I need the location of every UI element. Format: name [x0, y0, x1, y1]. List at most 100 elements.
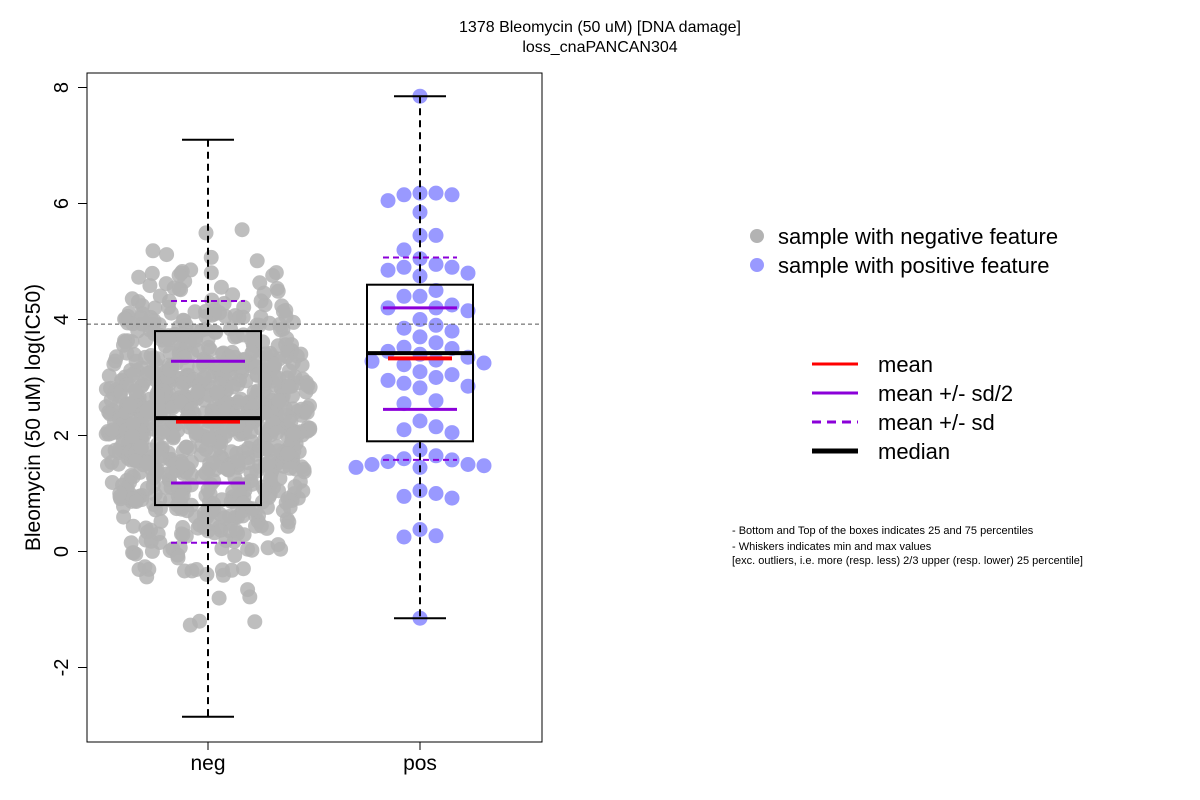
neg-sample-point: [282, 460, 298, 476]
pos-sample-point: [444, 367, 460, 383]
neg-sample-point: [173, 282, 189, 298]
neg-sample-point: [296, 461, 312, 477]
neg-sample-point: [252, 438, 268, 454]
pos-sample-point: [428, 419, 444, 435]
pos-sample-point: [396, 242, 412, 258]
pos-sample-point: [428, 393, 444, 409]
pos-sample-point: [428, 486, 444, 501]
plot-frame: [86, 72, 543, 743]
neg-sample-point: [117, 311, 133, 327]
neg-sample-point: [116, 509, 132, 525]
neg-sample-point: [183, 466, 199, 482]
neg-sample-point: [235, 495, 251, 511]
pos-sample-point: [428, 448, 444, 464]
neg-sample-point: [213, 279, 229, 295]
neg-sample-point: [248, 518, 263, 534]
neg-sample-point: [201, 432, 217, 448]
neg-sample-point: [209, 384, 225, 400]
neg-sample-point: [214, 541, 230, 557]
legend-label: sample with positive feature: [778, 253, 1049, 278]
neg-sample-point: [135, 306, 151, 322]
neg-sample-point: [243, 424, 259, 440]
legend-label: sample with negative feature: [778, 224, 1058, 249]
neg-sample-point: [211, 590, 227, 606]
neg-sample-point: [281, 363, 297, 379]
neg-sample-point: [299, 405, 315, 420]
neg-sample-point: [278, 302, 294, 318]
neg-sample-point: [271, 393, 287, 409]
neg-sample-point: [125, 518, 141, 534]
neg-sample-point: [104, 475, 120, 490]
neg-sample-point: [206, 496, 221, 512]
neg-sample-point: [153, 513, 169, 529]
neg-sample-point: [240, 582, 256, 598]
neg-sample-point: [212, 305, 227, 321]
neg-sample-point: [146, 497, 162, 512]
neg-sample-point: [286, 426, 302, 442]
pos-sample-point: [460, 303, 476, 319]
neg-sample-point: [183, 477, 199, 493]
neg-sample-point: [153, 402, 169, 418]
neg-sample-point: [175, 520, 191, 535]
neg-sample-point: [227, 548, 243, 564]
neg-sample-point: [116, 337, 131, 353]
neg-sample-point: [203, 265, 219, 281]
neg-sample-point: [256, 285, 272, 301]
neg-sample-point: [283, 414, 299, 429]
neg-sample-point: [255, 334, 271, 350]
neg-sample-point: [105, 422, 120, 438]
neg-sample-point: [139, 403, 155, 419]
pos-sample-point: [412, 413, 428, 429]
pos-sample-point: [412, 227, 428, 243]
note-line-2: - Whiskers indicates min and max values: [732, 541, 932, 553]
neg-sample-point: [223, 321, 238, 337]
neg-sample-point: [287, 479, 303, 495]
neg-sample-point: [174, 488, 189, 504]
legend-line-label: mean +/- sd: [878, 410, 995, 435]
y-tick-label: -2: [51, 659, 73, 677]
neg-sample-point: [196, 370, 212, 385]
pos-sample-point: [396, 288, 412, 304]
neg-sample-point: [138, 333, 154, 348]
pos-sample-point: [364, 457, 380, 472]
neg-sample-point: [128, 546, 144, 562]
pos-sample-point: [476, 458, 492, 474]
legend-line-label: mean: [878, 352, 933, 377]
neg-sample-point: [193, 447, 209, 463]
neg-sample-point: [122, 398, 138, 414]
pos-sample-point: [444, 490, 460, 506]
neg-sample-point: [269, 425, 285, 441]
neg-sample-point: [138, 520, 154, 536]
x-tick-label: pos: [403, 752, 437, 775]
pos-sample-point: [348, 459, 364, 475]
neg-sample-point: [155, 425, 171, 440]
neg-sample-point: [293, 346, 309, 362]
neg-sample-point: [128, 353, 144, 369]
neg-sample-point: [234, 222, 250, 238]
neg-sample-point: [235, 561, 251, 577]
neg-sample-point: [131, 269, 147, 285]
neg-sample-point: [291, 444, 307, 460]
neg-sample-point: [224, 344, 240, 360]
neg-sample-point: [127, 383, 143, 399]
pos-sample-point: [396, 488, 412, 504]
neg-sample-point: [130, 294, 146, 310]
note-line-3: [exc. outliers, i.e. more (resp. less) 2…: [732, 555, 1083, 567]
neg-sample-point: [261, 455, 276, 471]
pos-sample-point: [476, 355, 492, 371]
neg-sample-point: [219, 461, 235, 477]
x-tick-label: neg: [190, 752, 225, 775]
neg-sample-point: [187, 333, 203, 348]
pos-box: [366, 283, 474, 443]
neg-sample-point: [128, 494, 144, 509]
pos-sample-point: [412, 380, 428, 396]
y-axis-label: Bleomycin (50 uM) log(IC50): [22, 284, 45, 551]
neg-sample-point: [225, 287, 241, 303]
neg-sample-point: [244, 476, 260, 492]
pos-sample-point: [412, 329, 428, 345]
neg-sample-point: [144, 265, 160, 281]
neg-sample-point: [213, 522, 229, 538]
neg-sample-point: [249, 367, 265, 383]
legend-marker: [750, 229, 764, 243]
neg-sample-point: [300, 378, 316, 394]
